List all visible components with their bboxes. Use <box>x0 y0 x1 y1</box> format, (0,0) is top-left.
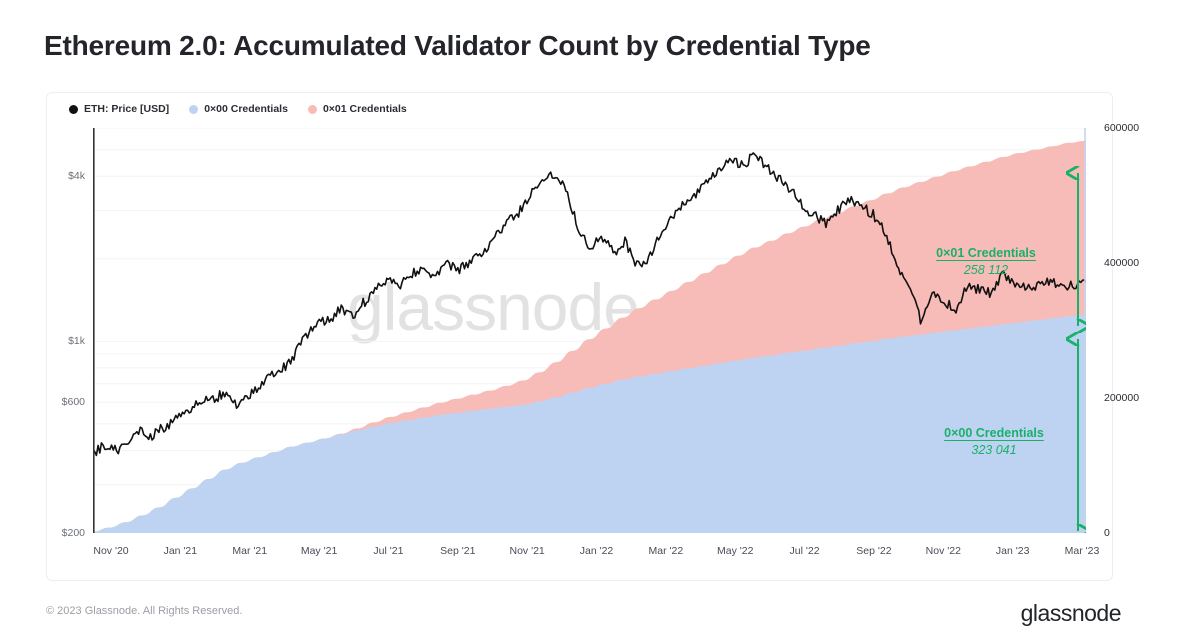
y-right-tick-label: 400000 <box>1104 257 1140 269</box>
glassnode-watermark: glassnode <box>347 270 640 344</box>
legend-dot-icon <box>69 104 78 114</box>
x-tick-label: Jan '22 <box>579 545 614 557</box>
glassnode-logo: glassnode <box>1020 600 1122 626</box>
x-tick-label: Sep '21 <box>440 545 476 557</box>
annotation-value: 323 041 <box>971 443 1017 457</box>
legend-item-0x00-credentials[interactable]: 0×00 Credentials <box>189 103 288 115</box>
y-left-tick-label: $1k <box>68 335 85 348</box>
footer-copyright: © 2023 Glassnode. All Rights Reserved. <box>46 605 243 617</box>
x-tick-label: Mar '21 <box>232 545 268 557</box>
x-tick-label: Sep '22 <box>856 545 892 557</box>
annotation-title: 0×00 Credentials <box>944 426 1044 440</box>
annotation-title: 0×01 Credentials <box>936 246 1036 260</box>
y-right-tick-label: 200000 <box>1104 392 1140 404</box>
x-tick-label: Nov '20 <box>93 545 129 557</box>
area-0x00-credentials <box>93 314 1086 533</box>
chart-card: ETH: Price [USD] 0×00 Credentials 0×01 C… <box>46 92 1139 581</box>
plot-area: 0×01 Credentials 258 112 0×00 Credential… <box>93 128 1086 533</box>
eth-price-line <box>93 152 1086 457</box>
annotation-value: 258 112 <box>963 263 1009 277</box>
chart-svg <box>93 128 1086 533</box>
legend-dot-icon <box>307 104 317 114</box>
y-left-tick-label: $4k <box>68 170 85 183</box>
legend-item-0x01-credentials[interactable]: 0×01 Credentials <box>307 103 407 115</box>
annotation-0x01-credentials: 0×01 Credentials 258 112 <box>936 246 1036 277</box>
legend-label: 0×01 Credentials <box>322 103 407 115</box>
legend-label: ETH: Price [USD] <box>84 103 170 115</box>
legend-label: 0×00 Credentials <box>204 103 288 115</box>
x-tick-label: May '21 <box>300 545 338 557</box>
x-tick-label: Mar '22 <box>648 545 684 557</box>
legend-dot-icon <box>189 104 199 114</box>
x-tick-label: Nov '21 <box>509 545 545 557</box>
y-left-tick-label: $600 <box>61 396 85 409</box>
legend-item-eth-price[interactable]: ETH: Price [USD] <box>69 103 169 115</box>
x-tick-label: Jan '23 <box>995 545 1030 557</box>
x-tick-label: Jul '22 <box>789 545 820 557</box>
x-tick-label: Jul '21 <box>373 545 404 557</box>
x-tick-label: Mar '23 <box>1064 545 1100 557</box>
x-tick-label: Jan '21 <box>163 545 198 557</box>
y-left-tick-label: $200 <box>61 527 85 539</box>
y-right-tick-label: 0 <box>1104 527 1110 539</box>
annotation-0x00-credentials: 0×00 Credentials 323 041 <box>944 426 1044 457</box>
page-title: Ethereum 2.0: Accumulated Validator Coun… <box>44 30 871 61</box>
y-right-tick-label: 600000 <box>1104 122 1140 134</box>
chart-legend: ETH: Price [USD] 0×00 Credentials 0×01 C… <box>69 101 407 117</box>
x-tick-label: May '22 <box>716 545 754 557</box>
x-tick-label: Nov '22 <box>925 545 961 557</box>
